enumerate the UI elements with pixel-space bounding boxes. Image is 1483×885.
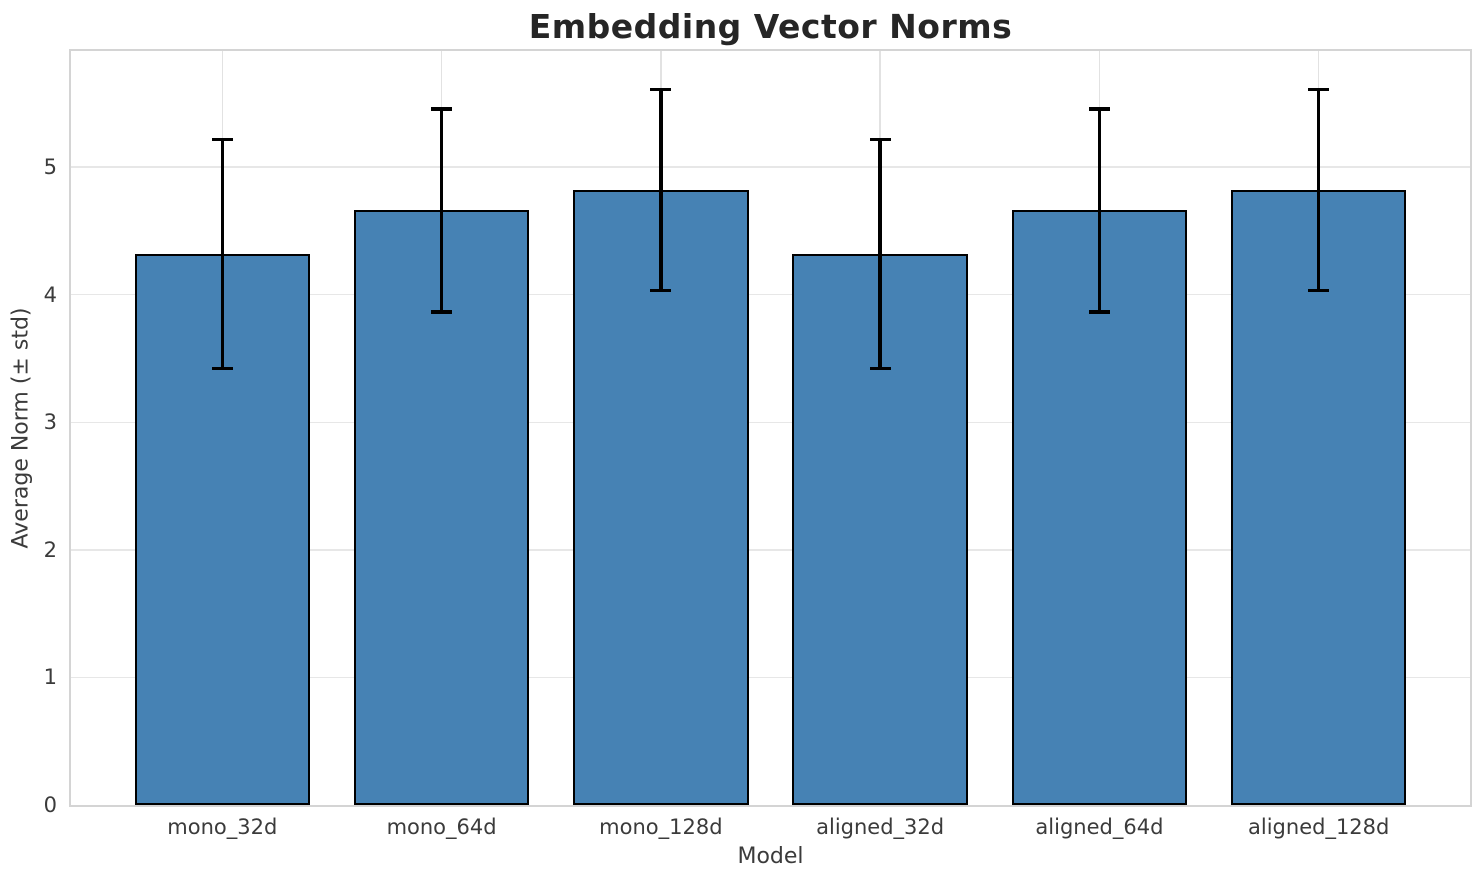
- bar-aligned_128d: [1230, 190, 1407, 805]
- y-tick-label-1: 1: [43, 665, 57, 690]
- gridline-y-1: [71, 676, 1470, 679]
- error-cap-bottom-mono_128d: [650, 288, 672, 293]
- gridline-y-2: [71, 549, 1470, 551]
- chart-title: Embedding Vector Norms: [528, 7, 1013, 46]
- plot-area: [69, 49, 1472, 807]
- error-cap-top-mono_32d: [211, 137, 233, 142]
- error-bar-mono_64d: [439, 107, 444, 314]
- y-tick-label-0: 0: [43, 793, 57, 817]
- error-cap-bottom-mono_32d: [211, 366, 233, 370]
- x-tick-label-mono_128d: mono_128d: [599, 815, 723, 839]
- error-bar-aligned_32d: [878, 137, 882, 370]
- x-tick-label-mono_64d: mono_64d: [386, 815, 497, 839]
- error-bar-mono_32d: [220, 137, 224, 370]
- gridline-y-4: [71, 293, 1470, 296]
- x-tick-label-aligned_64d: aligned_64d: [1035, 815, 1164, 839]
- x-axis-label: Model: [737, 844, 804, 869]
- error-cap-top-mono_64d: [431, 107, 453, 111]
- error-bar-aligned_64d: [1097, 107, 1102, 314]
- error-cap-bottom-aligned_32d: [869, 366, 891, 370]
- error-cap-top-mono_128d: [650, 87, 672, 92]
- error-cap-bottom-aligned_64d: [1088, 310, 1110, 314]
- bar-mono_128d: [573, 190, 749, 805]
- error-cap-top-aligned_128d: [1308, 87, 1330, 92]
- y-tick-label-4: 4: [43, 282, 57, 307]
- x-tick-label-aligned_128d: aligned_128d: [1248, 815, 1390, 839]
- error-bar-aligned_128d: [1316, 87, 1321, 293]
- y-tick-label-3: 3: [43, 410, 57, 435]
- gridline-y-5: [71, 166, 1470, 168]
- y-tick-label-5: 5: [43, 155, 57, 180]
- error-cap-bottom-mono_64d: [431, 310, 453, 314]
- x-tick-label-aligned_32d: aligned_32d: [816, 815, 945, 839]
- error-cap-top-aligned_32d: [869, 137, 891, 142]
- error-cap-bottom-aligned_128d: [1308, 288, 1330, 293]
- x-tick-label-mono_32d: mono_32d: [167, 815, 278, 839]
- error-cap-top-aligned_64d: [1088, 107, 1110, 111]
- error-bar-mono_128d: [659, 87, 663, 293]
- y-tick-label-2: 2: [43, 537, 57, 562]
- y-axis-label: Average Norm (± std): [8, 307, 34, 549]
- gridline-y-3: [71, 421, 1470, 423]
